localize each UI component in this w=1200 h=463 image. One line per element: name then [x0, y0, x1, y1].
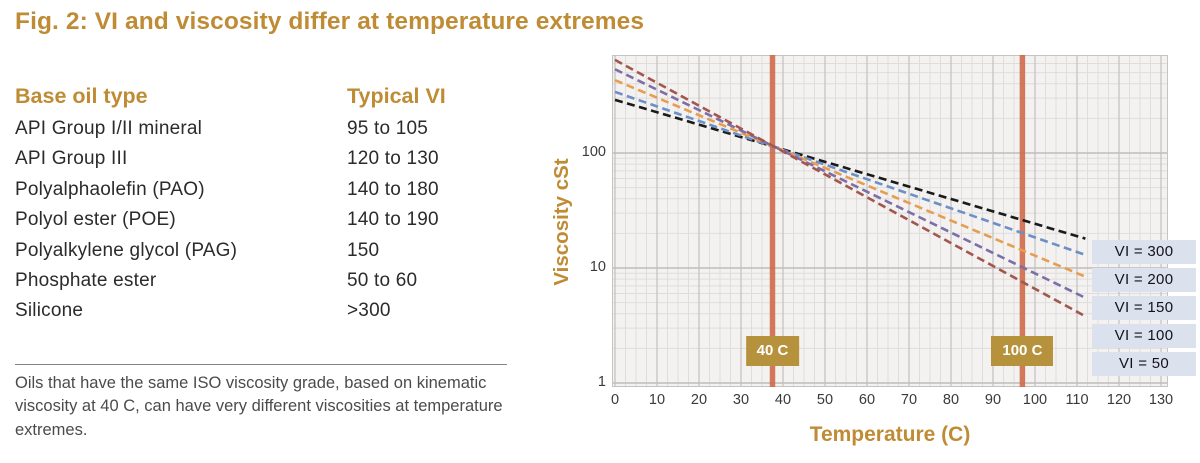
column-header-typical-vi: Typical VI	[347, 84, 446, 108]
x-tick-label: 100	[1022, 392, 1048, 408]
legend-label: VI = 300	[1114, 243, 1174, 260]
table-body: API Group I/II mineral 95 to 105 API Group…	[15, 115, 515, 328]
x-tick-label: 60	[858, 392, 876, 408]
legend-item: VI = 300	[1092, 240, 1196, 264]
legend-item: VI = 100	[1092, 324, 1196, 348]
x-tick-label: 0	[610, 392, 620, 408]
x-tick-label: 120	[1106, 392, 1132, 408]
table-row: Phosphate ester 50 to 60	[15, 267, 515, 297]
legend-label: VI = 200	[1114, 271, 1174, 288]
cell-base-oil-type: API Group III	[15, 148, 128, 170]
x-tick-label: 20	[690, 392, 708, 408]
x-tick-label: 70	[900, 392, 918, 408]
cell-typical-vi: 120 to 130	[347, 148, 439, 170]
cell-base-oil-type: Polyol ester (POE)	[15, 209, 176, 231]
x-tick-label: 30	[732, 392, 750, 408]
plot-border	[612, 55, 1168, 387]
legend-label: VI = 50	[1118, 355, 1170, 372]
cell-typical-vi: 50 to 60	[347, 269, 418, 291]
cell-base-oil-type: Polyalphaolefin (PAO)	[15, 178, 205, 200]
x-tick-label: 40	[774, 392, 792, 408]
legend-item: VI = 150	[1092, 296, 1196, 320]
base-oil-table: Base oil type Typical VI API Group I/II …	[15, 84, 515, 328]
table-row: Polyalkylene glycol (PAG) 150	[15, 237, 515, 267]
table-row: Silicone >300	[15, 297, 515, 327]
chart-legend: VI = 300 VI = 200 VI = 150 VI = 100 VI = 50	[1092, 240, 1196, 380]
series-line-vi=300	[614, 98, 1086, 240]
figure-title: Fig. 2: VI and viscosity differ at tempe…	[15, 8, 645, 35]
temp-badge-100c: 100 C	[991, 336, 1054, 366]
x-tick-label: 10	[648, 392, 666, 408]
series-line-vi=150	[614, 78, 1086, 278]
column-header-base-oil-type: Base oil type	[15, 84, 148, 108]
y-tick-label: 10	[589, 259, 606, 275]
table-row: API Group I/II mineral 95 to 105	[15, 115, 515, 145]
x-tick-label: 80	[942, 392, 960, 408]
cell-typical-vi: 140 to 190	[347, 209, 439, 231]
legend-item: VI = 50	[1092, 352, 1196, 376]
cell-typical-vi: 95 to 105	[347, 118, 429, 139]
caption-divider	[15, 364, 507, 365]
legend-label: VI = 100	[1114, 327, 1174, 344]
series-line-vi=200	[614, 90, 1086, 257]
figure-caption: Oils that have the same ISO viscosity gr…	[15, 374, 503, 439]
cell-base-oil-type: Phosphate ester	[15, 269, 157, 291]
cell-typical-vi: 150	[347, 239, 380, 261]
legend-item: VI = 200	[1092, 268, 1196, 292]
series-line-vi=50	[614, 58, 1087, 318]
legend-label: VI = 150	[1114, 299, 1174, 316]
x-axis-label: Temperature (C)	[809, 423, 971, 446]
viscosity-chart	[612, 55, 1172, 387]
cell-base-oil-type: Silicone	[15, 300, 84, 322]
cell-base-oil-type: API Group I/II mineral	[15, 118, 203, 139]
table-row: Polyol ester (POE) 140 to 190	[15, 206, 515, 236]
x-tick-label: 130	[1148, 392, 1174, 408]
x-tick-label: 110	[1065, 392, 1089, 408]
cell-typical-vi: >300	[347, 300, 391, 322]
y-tick-label: 100	[581, 144, 606, 160]
x-tick-label: 50	[816, 392, 834, 408]
table-row: Polyalphaolefin (PAO) 140 to 180	[15, 176, 515, 206]
plot-background	[612, 55, 1168, 387]
temp-badge-40c: 40 C	[745, 336, 800, 366]
cell-typical-vi: 140 to 180	[347, 178, 439, 200]
cell-base-oil-type: Polyalkylene glycol (PAG)	[15, 239, 238, 261]
viscosity-chart-plot	[612, 55, 1172, 387]
table-row: API Group III 120 to 130	[15, 145, 515, 175]
table-header-row: Base oil type Typical VI	[15, 84, 515, 115]
y-tick-label: 1	[597, 374, 606, 390]
x-tick-label: 90	[984, 392, 1002, 408]
